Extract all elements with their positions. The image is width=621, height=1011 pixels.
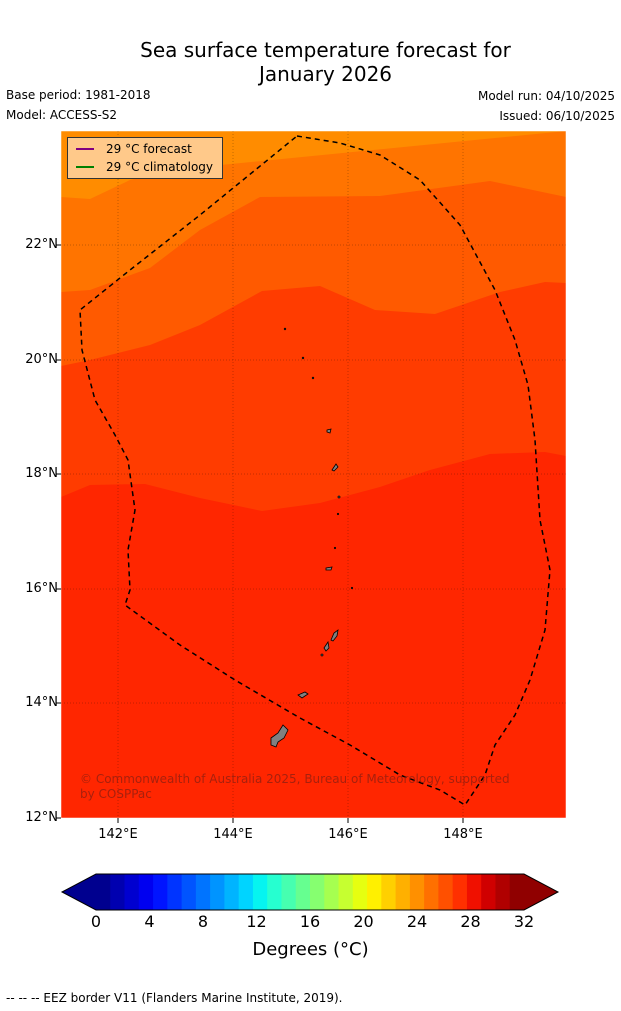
- eez-footnote: -- -- -- EEZ border V11 (Flanders Marine…: [6, 991, 343, 1005]
- lon-label-148e: 148°E: [443, 827, 483, 842]
- colorbar-cell: [96, 874, 111, 910]
- island-tinian: [323, 640, 330, 652]
- colorbar-cell: [181, 874, 197, 910]
- colorbar-min-extension: [62, 874, 96, 910]
- sst-band-5: [61, 452, 566, 818]
- colorbar-cell: [238, 874, 254, 910]
- graticule: [61, 131, 566, 818]
- colorbar-cell: [395, 874, 411, 910]
- title-line-1: Sea surface temperature forecast for: [140, 38, 511, 62]
- lat-label-12n: 12°N: [25, 810, 58, 825]
- colorbar-cell: [424, 874, 439, 910]
- island-agrihan: [326, 428, 332, 434]
- colorbar-tick-label: 16: [299, 912, 321, 931]
- colorbar-label: Degrees (°C): [252, 939, 369, 960]
- colorbar-cell: [195, 874, 211, 910]
- axis-ticks: [56, 244, 464, 823]
- colorbar-tick-label: 8: [197, 912, 209, 931]
- lon-label-142e: 142°E: [98, 827, 138, 842]
- colorbar-cell: [138, 874, 154, 910]
- colorbar-cell: [481, 874, 496, 910]
- colorbar-cell: [495, 874, 511, 910]
- colorbar-cell: [381, 874, 397, 910]
- lon-label-146e: 146°E: [328, 827, 368, 842]
- colorbar-tick-label: 4: [144, 912, 155, 931]
- climatology-line-swatch: [76, 166, 94, 168]
- colorbar-tick-label: 12: [246, 912, 267, 931]
- lat-label-18n: 18°N: [25, 466, 58, 481]
- colorbar-cell: [509, 874, 525, 910]
- colorbar-cell: [438, 874, 454, 910]
- colorbar-outline: [60, 873, 560, 911]
- forecast-line-swatch: [76, 148, 94, 150]
- colorbar-cell: [466, 874, 482, 910]
- colorbar-tick-label: 32: [513, 912, 535, 931]
- colorbar-cell: [352, 874, 368, 910]
- colorbar-cell: [409, 874, 425, 910]
- colorbar-cell: [167, 874, 183, 910]
- lat-label-20n: 20°N: [25, 352, 58, 367]
- island-rota: [297, 691, 309, 699]
- colorbar-max-extension: [524, 874, 558, 910]
- copyright-credit: © Commonwealth of Australia 2025, Bureau…: [80, 772, 510, 801]
- colorbar-cell: [324, 874, 340, 910]
- colorbar-tick-label: 24: [406, 912, 428, 931]
- legend-forecast: 29 °C forecast: [76, 141, 192, 157]
- eez-border: [79, 135, 551, 807]
- colorbar-cell: [367, 874, 382, 910]
- colorbar-cell: [338, 874, 354, 910]
- lat-label-16n: 16°N: [25, 581, 58, 596]
- map-title: Sea surface temperature forecast for Jan…: [0, 38, 621, 86]
- colorbar-cell: [124, 874, 140, 910]
- model-run: Model run: 04/10/2025: [477, 89, 615, 103]
- colorbar: [60, 873, 560, 911]
- colorbar-cell: [210, 874, 225, 910]
- legend-climatology: 29 °C climatology: [76, 159, 213, 175]
- base-period: Base period: 1981-2018: [6, 88, 151, 102]
- colorbar-tick-label: 20: [353, 912, 374, 931]
- lat-label-14n: 14°N: [25, 695, 58, 710]
- colorbar-cell: [252, 874, 268, 910]
- issued-date: Issued: 06/10/2025: [499, 109, 615, 123]
- title-line-2: January 2026: [258, 62, 393, 86]
- island-anatahan: [325, 566, 333, 571]
- island-pagan: [331, 463, 339, 472]
- colorbar-cell: [224, 874, 240, 910]
- legend-forecast-label: 29 °C forecast: [106, 142, 192, 156]
- contour-legend: 29 °C forecast 29 °C climatology: [67, 137, 223, 179]
- colorbar-cell: [153, 874, 168, 910]
- legend-climatology-label: 29 °C climatology: [106, 160, 214, 174]
- island-guam: [270, 724, 289, 748]
- colorbar-cell: [310, 874, 325, 910]
- colorbar-tick-label: 28: [460, 912, 481, 931]
- colorbar-tick-label: 0: [90, 912, 102, 931]
- lat-label-22n: 22°N: [25, 237, 58, 252]
- colorbar-cell: [110, 874, 126, 910]
- lon-label-144e: 144°E: [213, 827, 253, 842]
- islands: [270, 327, 354, 748]
- island-saipan: [330, 629, 339, 642]
- colorbar-cells: [96, 874, 525, 910]
- colorbar-cell: [281, 874, 297, 910]
- colorbar-cell: [452, 874, 468, 910]
- temperature-field: [61, 131, 566, 818]
- colorbar-cell: [295, 874, 311, 910]
- model-name: Model: ACCESS-S2: [6, 108, 118, 122]
- colorbar-cell: [267, 874, 282, 910]
